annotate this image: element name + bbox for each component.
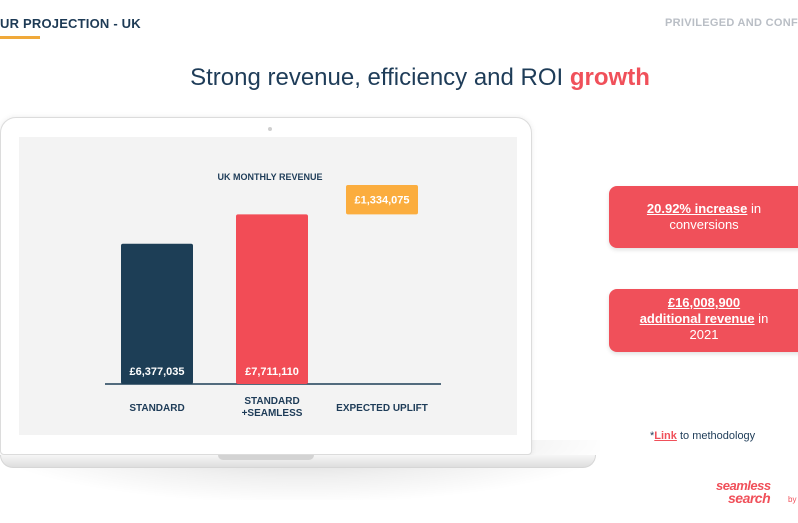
conversion-increase-in: in <box>747 201 762 216</box>
bar-value-label-standard: £6,377,035 <box>129 366 184 378</box>
methodology-note: *Link to methodology <box>650 430 755 442</box>
methodology-link[interactable]: Link <box>654 430 677 442</box>
conversion-increase-value: 20.92% increase <box>646 201 748 216</box>
additional-revenue-label: additional revenue <box>639 311 755 326</box>
bar-value-label-standard-seamless: £7,711,110 <box>245 366 299 378</box>
conversion-increase-callout: 20.92% increase in conversions <box>609 186 798 248</box>
bar-standard-seamless <box>236 214 308 384</box>
laptop-camera <box>268 127 272 131</box>
category-label-line: +SEAMLESS <box>242 408 303 419</box>
confidentiality-label: PRIVILEGED AND CONF <box>664 17 798 29</box>
additional-revenue-in: in <box>754 311 769 326</box>
methodology-asterisk: * <box>650 430 655 442</box>
category-label-line: STANDARD <box>129 403 184 414</box>
category-label-standard: STANDARD <box>129 403 184 414</box>
seamless-search-logo: seamless search by <box>716 478 798 508</box>
category-label-line: STANDARD <box>244 396 299 407</box>
logo-line-2: search <box>728 490 771 506</box>
logo-line-1: seamless <box>716 478 771 493</box>
additional-revenue-year: 2021 <box>689 327 719 342</box>
slide-title-accent: growth <box>569 64 650 91</box>
slide-title-main: Strong revenue, efficiency and ROI <box>190 64 570 91</box>
conversion-increase-label: conversions <box>669 217 739 232</box>
category-label-line: EXPECTED UPLIFT <box>336 403 428 414</box>
methodology-suffix: to methodology <box>676 430 756 442</box>
bar-value-label-expected-uplift: £1,334,075 <box>354 195 409 207</box>
slide-title: Strong revenue, efficiency and ROI growt… <box>0 64 798 92</box>
category-label-expected-uplift: EXPECTED UPLIFT <box>336 403 428 414</box>
header-underline <box>0 36 40 39</box>
header-section-title: UR PROJECTION - UK <box>0 16 141 31</box>
chart-title: UK MONTHLY REVENUE <box>217 172 323 182</box>
category-label-standard-seamless: STANDARD +SEAMLESS <box>242 396 303 419</box>
laptop-notch <box>218 455 314 460</box>
bar-standard <box>121 243 193 384</box>
additional-revenue-callout: £16,008,900 additional revenue in 2021 <box>609 289 798 352</box>
additional-revenue-value: £16,008,900 <box>667 295 741 310</box>
logo-by: by <box>788 495 797 504</box>
bar-expected-uplift <box>346 185 418 215</box>
